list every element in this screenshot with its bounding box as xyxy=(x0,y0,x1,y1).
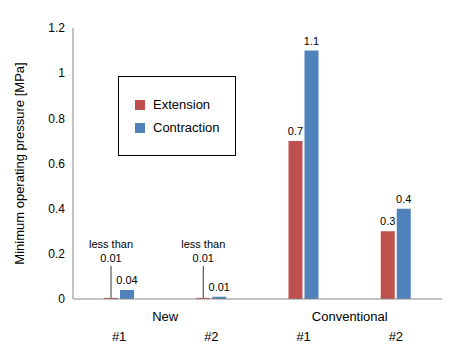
svg-text:0.01: 0.01 xyxy=(100,252,121,264)
svg-text:0.7: 0.7 xyxy=(288,125,303,137)
svg-text:#1: #1 xyxy=(296,329,310,344)
svg-text:0.3: 0.3 xyxy=(380,215,395,227)
html-text:Contraction: Contraction xyxy=(153,120,220,135)
svg-text:1.2: 1.2 xyxy=(48,21,65,35)
svg-text:less than: less than xyxy=(181,238,225,250)
svg-text:0.01: 0.01 xyxy=(209,281,230,293)
svg-text:1: 1 xyxy=(58,66,65,80)
svg-text:#2: #2 xyxy=(389,329,403,344)
svg-text:0.04: 0.04 xyxy=(116,274,137,286)
html-text:Extension: Extension xyxy=(153,97,211,112)
svg-text:#1: #1 xyxy=(112,329,126,344)
svg-text:Conventional: Conventional xyxy=(312,309,388,324)
svg-text:0.2: 0.2 xyxy=(48,247,65,261)
svg-text:0: 0 xyxy=(58,292,65,306)
svg-text:0.6: 0.6 xyxy=(48,157,65,171)
svg-text:0.4: 0.4 xyxy=(48,202,65,216)
svg-text:less than: less than xyxy=(89,238,133,250)
svg-text:0.8: 0.8 xyxy=(48,112,65,126)
svg-text:0.01: 0.01 xyxy=(193,252,214,264)
svg-text:1.1: 1.1 xyxy=(304,35,319,47)
svg-text:0.4: 0.4 xyxy=(396,193,411,205)
svg-text:Minimum operating pressure [MP: Minimum operating pressure [MPa] xyxy=(12,62,27,264)
svg-text:New: New xyxy=(152,309,179,324)
svg-text:#2: #2 xyxy=(204,329,218,344)
